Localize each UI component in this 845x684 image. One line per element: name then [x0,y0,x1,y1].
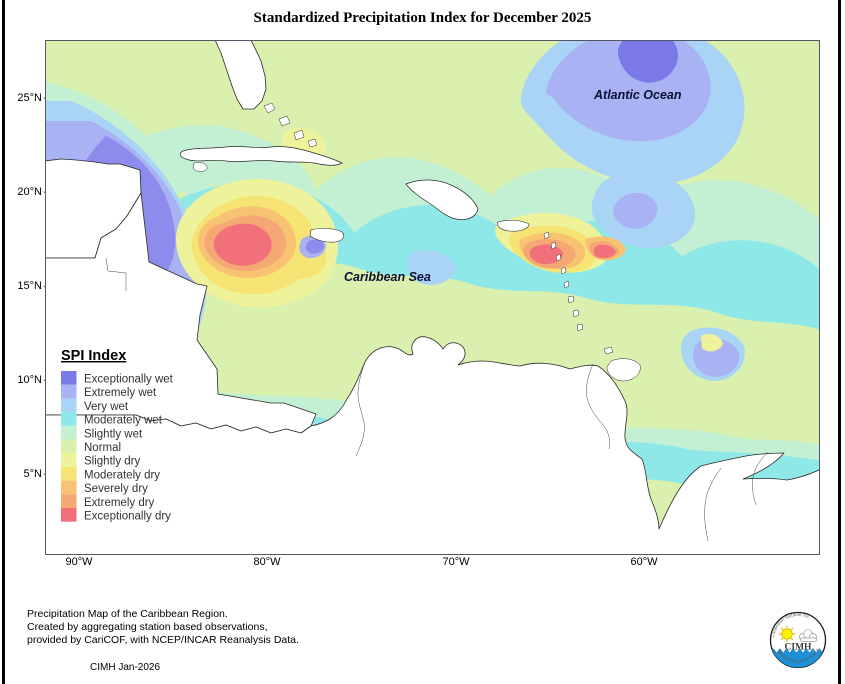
svg-text:Exceptionally dry: Exceptionally dry [84,511,171,523]
svg-text:Caribbean Sea: Caribbean Sea [344,270,431,284]
svg-text:SPI Index: SPI Index [61,348,126,364]
svg-text:Exceptionally wet: Exceptionally wet [84,374,174,386]
svg-text:Slightly dry: Slightly dry [84,456,140,468]
svg-text:Severely dry: Severely dry [84,483,148,495]
svg-text:Atlantic Ocean: Atlantic Ocean [593,88,682,102]
svg-text:Moderately wet: Moderately wet [84,415,163,427]
svg-text:Extremely wet: Extremely wet [84,387,157,399]
svg-text:Slightly wet: Slightly wet [84,428,143,440]
svg-text:Moderately dry: Moderately dry [84,469,160,481]
svg-text:Extremely dry: Extremely dry [84,497,155,509]
svg-text:Very wet: Very wet [84,401,129,413]
svg-text:Normal: Normal [84,442,121,454]
